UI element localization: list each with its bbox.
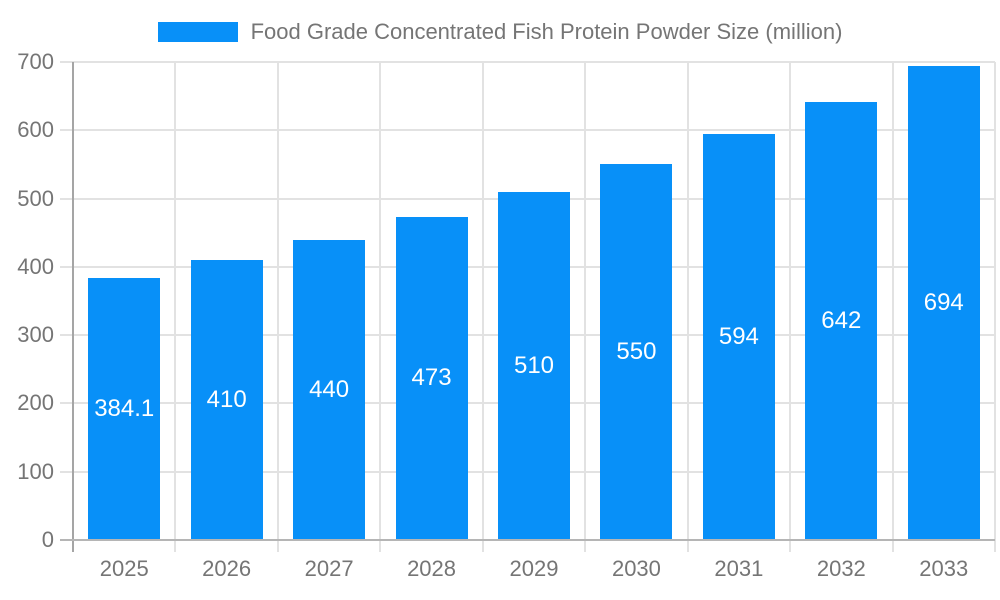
x-tick-label: 2028 bbox=[407, 556, 457, 581]
chart-legend[interactable]: Food Grade Concentrated Fish Protein Pow… bbox=[0, 10, 1000, 54]
y-tick-label: 200 bbox=[17, 390, 54, 416]
legend-label: Food Grade Concentrated Fish Protein Pow… bbox=[250, 19, 843, 44]
x-tick-label: 2025 bbox=[99, 556, 149, 581]
bar[interactable]: 440 bbox=[293, 239, 366, 540]
gridline-vertical bbox=[789, 62, 792, 552]
legend-swatch-icon bbox=[157, 22, 238, 42]
bar-value-label: 440 bbox=[309, 375, 350, 403]
bar[interactable]: 473 bbox=[395, 217, 468, 540]
x-tick-label: 2029 bbox=[509, 556, 559, 581]
y-tick-label: 400 bbox=[17, 253, 54, 279]
gridline-vertical bbox=[174, 62, 177, 552]
gridline-horizontal bbox=[60, 61, 995, 63]
gridline-vertical bbox=[994, 62, 996, 552]
bar[interactable]: 550 bbox=[600, 164, 673, 540]
bar[interactable]: 410 bbox=[190, 260, 263, 540]
gridline-horizontal bbox=[60, 129, 995, 132]
x-tick-label: 2032 bbox=[816, 556, 866, 581]
y-tick-label: 100 bbox=[17, 458, 54, 484]
bar-value-label: 384.1 bbox=[94, 394, 155, 422]
bar[interactable]: 694 bbox=[907, 66, 980, 540]
y-tick-label: 300 bbox=[17, 322, 54, 348]
y-tick-label: 600 bbox=[17, 117, 54, 143]
y-tick-label: 500 bbox=[17, 185, 54, 211]
bar[interactable]: 384.1 bbox=[88, 277, 161, 540]
bar-value-label: 510 bbox=[513, 351, 555, 379]
bar[interactable]: 510 bbox=[498, 191, 570, 540]
x-tick-label: 2031 bbox=[714, 556, 764, 581]
y-axis-line bbox=[72, 62, 74, 552]
x-tick-label: 2033 bbox=[919, 556, 969, 581]
bar-value-label: 594 bbox=[718, 323, 759, 351]
gridline-vertical bbox=[379, 62, 382, 552]
gridline-vertical bbox=[481, 62, 484, 552]
bar-value-label: 473 bbox=[411, 364, 452, 392]
x-tick-label: 2026 bbox=[202, 556, 252, 581]
bar-value-label: 694 bbox=[923, 289, 964, 317]
bar-value-label: 642 bbox=[821, 306, 862, 334]
y-tick-label: 700 bbox=[17, 49, 54, 74]
gridline-vertical bbox=[584, 62, 587, 552]
bar[interactable]: 594 bbox=[702, 134, 775, 540]
gridline-vertical bbox=[891, 62, 894, 552]
y-tick-label: 0 bbox=[41, 527, 54, 552]
x-axis-line bbox=[60, 539, 995, 541]
x-tick-label: 2030 bbox=[611, 556, 661, 581]
bar-value-label: 550 bbox=[616, 338, 657, 366]
x-tick-label: 2027 bbox=[304, 556, 354, 581]
gridline-vertical bbox=[276, 62, 279, 552]
bar[interactable]: 642 bbox=[805, 101, 878, 540]
gridline-vertical bbox=[686, 62, 689, 552]
bar-value-label: 410 bbox=[206, 386, 247, 413]
